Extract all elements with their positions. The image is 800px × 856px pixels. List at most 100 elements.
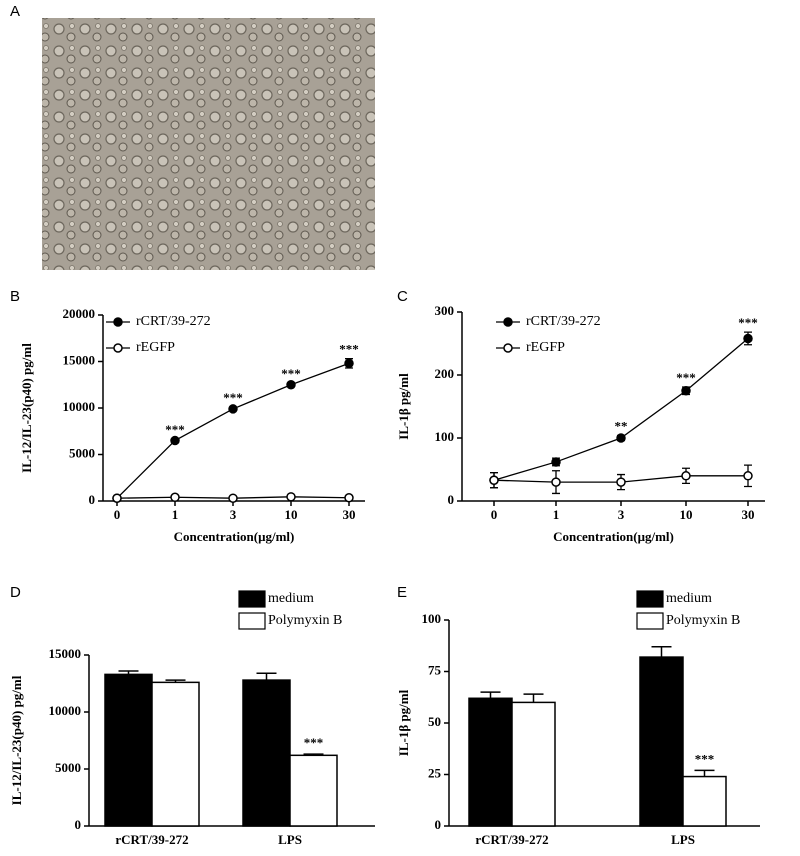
x-tick-label: 0 — [491, 507, 498, 522]
panel-label: E — [397, 584, 407, 601]
point — [743, 471, 753, 481]
panel-label: C — [397, 288, 408, 305]
y-tick-label: 75 — [428, 662, 442, 677]
legend-label: Polymyxin B — [666, 613, 740, 628]
legend-label: rEGFP — [136, 340, 175, 355]
point — [344, 358, 354, 369]
legend-label: Polymyxin B — [268, 613, 342, 628]
error-bar — [694, 769, 715, 777]
error-bar — [651, 646, 672, 658]
x-tick-label: rCRT/39-272 — [475, 832, 548, 847]
point — [551, 457, 561, 467]
y-tick-label: 0 — [448, 492, 455, 507]
x-axis-label: Concentration(μg/ml) — [174, 529, 295, 544]
series-line — [493, 337, 749, 481]
point — [616, 433, 626, 443]
y-tick-label: 100 — [435, 429, 455, 444]
bar — [151, 681, 200, 827]
x-tick-label: 30 — [343, 507, 356, 522]
x-tick-label: 3 — [230, 507, 237, 522]
point — [681, 471, 691, 481]
y-tick-label: 5000 — [69, 445, 95, 460]
point — [681, 386, 691, 396]
legend-marker — [113, 317, 123, 327]
bar — [511, 701, 556, 827]
bar — [242, 679, 291, 827]
y-tick-label: 300 — [435, 303, 455, 318]
legend-label: rEGFP — [526, 340, 565, 355]
x-tick-label: 30 — [742, 507, 755, 522]
legend-label: medium — [666, 591, 712, 606]
legend-label: rCRT/39-272 — [526, 314, 601, 329]
point — [228, 404, 238, 414]
y-tick-label: 50 — [428, 714, 441, 729]
point — [616, 477, 626, 487]
point — [170, 492, 180, 503]
x-tick-label: 1 — [553, 507, 560, 522]
legend-label: medium — [268, 591, 314, 606]
bar — [682, 775, 727, 827]
legend-marker — [113, 343, 123, 353]
legend-swatch — [238, 590, 266, 608]
legend-marker — [503, 317, 513, 327]
error-bar — [480, 691, 501, 699]
series-line — [116, 362, 350, 499]
point — [743, 333, 753, 344]
y-tick-label: 25 — [428, 765, 442, 780]
y-tick-label: 100 — [422, 611, 442, 626]
point — [551, 477, 561, 487]
bar — [289, 754, 338, 827]
y-tick-label: 0 — [435, 817, 442, 832]
y-tick-label: 0 — [89, 492, 96, 507]
point — [286, 492, 296, 502]
x-tick-label: LPS — [278, 832, 302, 847]
panel-label: D — [10, 584, 21, 601]
y-axis-label: IL-1β pg/ml — [396, 373, 411, 440]
x-tick-label: rCRT/39-272 — [115, 832, 188, 847]
significance: *** — [695, 751, 715, 766]
bar — [104, 673, 153, 827]
error-bar — [523, 693, 544, 703]
x-tick-label: 1 — [172, 507, 179, 522]
y-tick-label: 5000 — [55, 760, 81, 775]
x-tick-label: 10 — [680, 507, 693, 522]
y-tick-label: 200 — [435, 366, 455, 381]
y-axis-label: IL-12/IL-23(p40) pg/ml — [19, 343, 34, 473]
x-tick-label: 3 — [618, 507, 625, 522]
point — [170, 435, 180, 446]
significance: *** — [339, 342, 359, 357]
significance: *** — [281, 366, 301, 381]
micrograph — [42, 18, 375, 270]
point — [286, 380, 296, 390]
y-tick-label: 15000 — [49, 646, 82, 661]
y-tick-label: 20000 — [63, 306, 96, 321]
panel-label: B — [10, 288, 20, 305]
y-tick-label: 10000 — [49, 703, 82, 718]
point — [344, 492, 354, 503]
y-tick-label: 0 — [75, 817, 82, 832]
significance: *** — [738, 315, 758, 330]
significance: ** — [615, 418, 628, 433]
panel-label: A — [10, 3, 20, 20]
significance: *** — [223, 390, 243, 405]
y-axis-label: IL-12/IL-23(p40) pg/ml — [9, 675, 24, 805]
bar — [639, 656, 684, 827]
significance: *** — [165, 422, 185, 437]
significance: *** — [676, 370, 696, 385]
legend-swatch — [238, 612, 266, 630]
x-tick-label: 0 — [114, 507, 121, 522]
x-axis-label: Concentration(μg/ml) — [553, 529, 674, 544]
legend-label: rCRT/39-272 — [136, 314, 211, 329]
legend-swatch — [636, 590, 664, 608]
legend-swatch — [636, 612, 664, 630]
x-tick-label: LPS — [671, 832, 695, 847]
y-tick-label: 10000 — [63, 399, 96, 414]
error-bar — [256, 672, 277, 681]
point — [489, 475, 499, 485]
point — [228, 493, 238, 503]
point — [112, 493, 122, 503]
significance: *** — [304, 735, 324, 750]
bar — [468, 697, 513, 827]
y-axis-label: IL-1β pg/ml — [396, 689, 411, 756]
